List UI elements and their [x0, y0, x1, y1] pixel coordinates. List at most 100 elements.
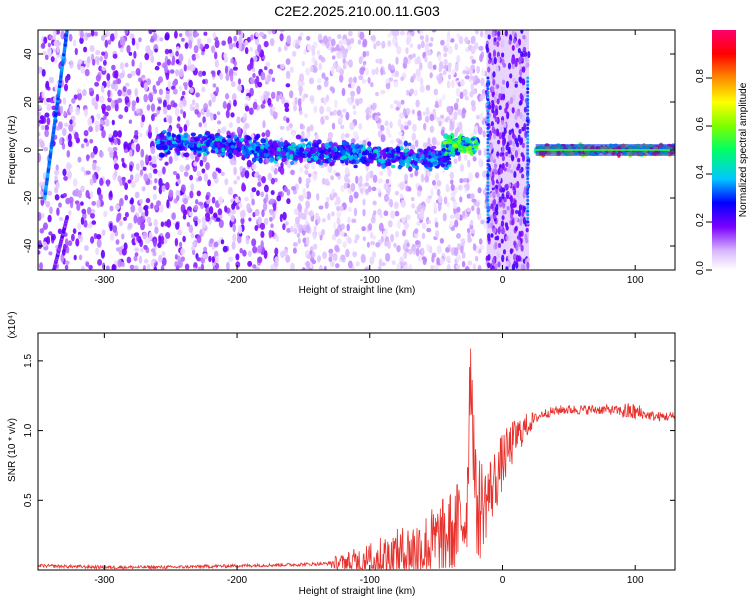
spectrogram-cell	[362, 60, 367, 66]
spectrogram-cell	[63, 83, 69, 92]
spectrogram-cell	[196, 143, 201, 148]
spectrogram-cell	[375, 66, 379, 75]
spectrogram-cell	[526, 94, 530, 98]
spectrogram-cell	[175, 189, 181, 198]
spectrogram-cell	[65, 260, 70, 266]
spectrogram-cell	[171, 133, 177, 138]
spectrogram-cell	[518, 56, 522, 65]
spectrogram-cell	[492, 78, 496, 86]
spectrogram-cell	[403, 121, 409, 126]
spectrogram-cell	[87, 117, 93, 127]
spectrogram-cell	[369, 81, 374, 88]
spectrogram-cell	[456, 88, 461, 97]
spectrogram-cell	[80, 201, 84, 206]
spectrogram-cell	[43, 36, 48, 44]
spectrogram-cell	[197, 175, 203, 182]
spectrogram-cell	[407, 142, 412, 146]
spectrogram-cell	[246, 151, 253, 155]
spectrogram-cell	[283, 157, 287, 162]
spectrogram-cell	[217, 168, 222, 174]
spectrogram-cell	[153, 185, 157, 191]
spectrogram-cell	[331, 122, 336, 130]
spectrogram-cell	[40, 124, 46, 131]
spectrogram-cell	[412, 123, 417, 132]
spectrogram-cell	[474, 255, 479, 262]
spectrogram-cell	[403, 56, 408, 65]
spectrogram-cell	[299, 166, 304, 174]
spectrogram-cell	[334, 99, 338, 108]
spectrogram-cell	[232, 149, 238, 156]
spectrogram-cell	[458, 121, 463, 130]
spectrogram-cell	[417, 255, 423, 262]
spectrogram-cell	[209, 238, 214, 244]
spectrogram-cell	[526, 152, 530, 156]
spectrogram-cell	[397, 220, 401, 229]
spectrogram-cell	[390, 233, 395, 243]
spectrogram-cell	[506, 190, 510, 196]
spectrogram-cell	[66, 150, 71, 158]
spectrogram-cell	[324, 142, 330, 148]
spectrogram-cell	[140, 222, 145, 231]
spectrogram-cell	[357, 39, 362, 45]
spectrogram-cell	[480, 78, 485, 86]
spectrogram-cell	[526, 177, 530, 181]
spectrogram-cell	[99, 177, 104, 186]
spectrogram-cell	[486, 137, 490, 141]
spectrogram-cell	[131, 142, 136, 150]
spectrogram-cell	[186, 221, 190, 227]
spectrogram-cell	[353, 76, 357, 84]
spectrogram-cell	[184, 84, 188, 91]
spectrogram-cell	[487, 34, 491, 40]
spectrogram-cell	[149, 161, 153, 167]
spectrogram-cell	[227, 138, 232, 143]
spectrogram-cell	[348, 155, 354, 161]
spectrogram-cell	[180, 247, 186, 256]
spectrogram-cell	[135, 67, 141, 76]
spectrogram-cell	[222, 245, 228, 253]
spectrogram-cell	[371, 251, 377, 259]
spectrogram-cell	[127, 142, 132, 152]
spectrogram-cell	[403, 251, 408, 259]
spectrogram-cell	[54, 84, 59, 92]
spectrogram-cell	[479, 245, 485, 251]
spectrogram-cell	[353, 154, 358, 161]
spectrogram-cell	[124, 211, 129, 218]
spectrogram-cell	[189, 211, 193, 217]
spectrogram-cell	[135, 163, 140, 171]
spectrogram-cell	[271, 148, 277, 153]
spectrogram-cell	[526, 220, 530, 224]
spectrogram-cell	[298, 176, 302, 184]
spectrogram-cell	[161, 185, 166, 192]
spectrogram-cell	[337, 34, 342, 40]
spectrogram-cell	[175, 265, 180, 270]
spectrogram-cell	[418, 148, 424, 153]
spectrogram-cell	[260, 230, 265, 239]
spectrogram-cell	[106, 265, 110, 270]
spectrogram-cell	[351, 218, 357, 223]
spectrogram-cell	[515, 209, 519, 215]
spectrogram-cell	[306, 131, 311, 138]
spectrogram-cell	[162, 145, 168, 151]
spectrogram-cell	[114, 103, 119, 112]
spectrogram-cell	[299, 194, 304, 202]
spectrogram-cell	[522, 216, 527, 225]
spectrogram-cell	[230, 144, 235, 149]
spectrogram-cell	[377, 208, 382, 216]
spectrogram-cell	[106, 179, 110, 187]
spectrogram-cell	[131, 100, 137, 107]
spectrogram-cell	[387, 161, 392, 166]
spectrogram-cell	[420, 173, 425, 183]
spectrogram-cell	[145, 154, 149, 163]
spectrogram-cell	[486, 198, 490, 202]
spectrogram-cell	[55, 181, 60, 190]
spectrogram-cell	[109, 222, 113, 232]
spectrogram-cell	[306, 35, 311, 41]
spectrogram-cell	[206, 139, 211, 144]
spectrogram-cell	[404, 222, 410, 229]
spectrogram-cell	[362, 38, 368, 48]
spectrogram-cell	[422, 111, 427, 116]
spectrogram-cell	[142, 265, 147, 270]
spectrogram-cell	[394, 70, 400, 78]
spectrogram-cell	[311, 259, 317, 265]
spectrogram-cell	[404, 173, 409, 182]
